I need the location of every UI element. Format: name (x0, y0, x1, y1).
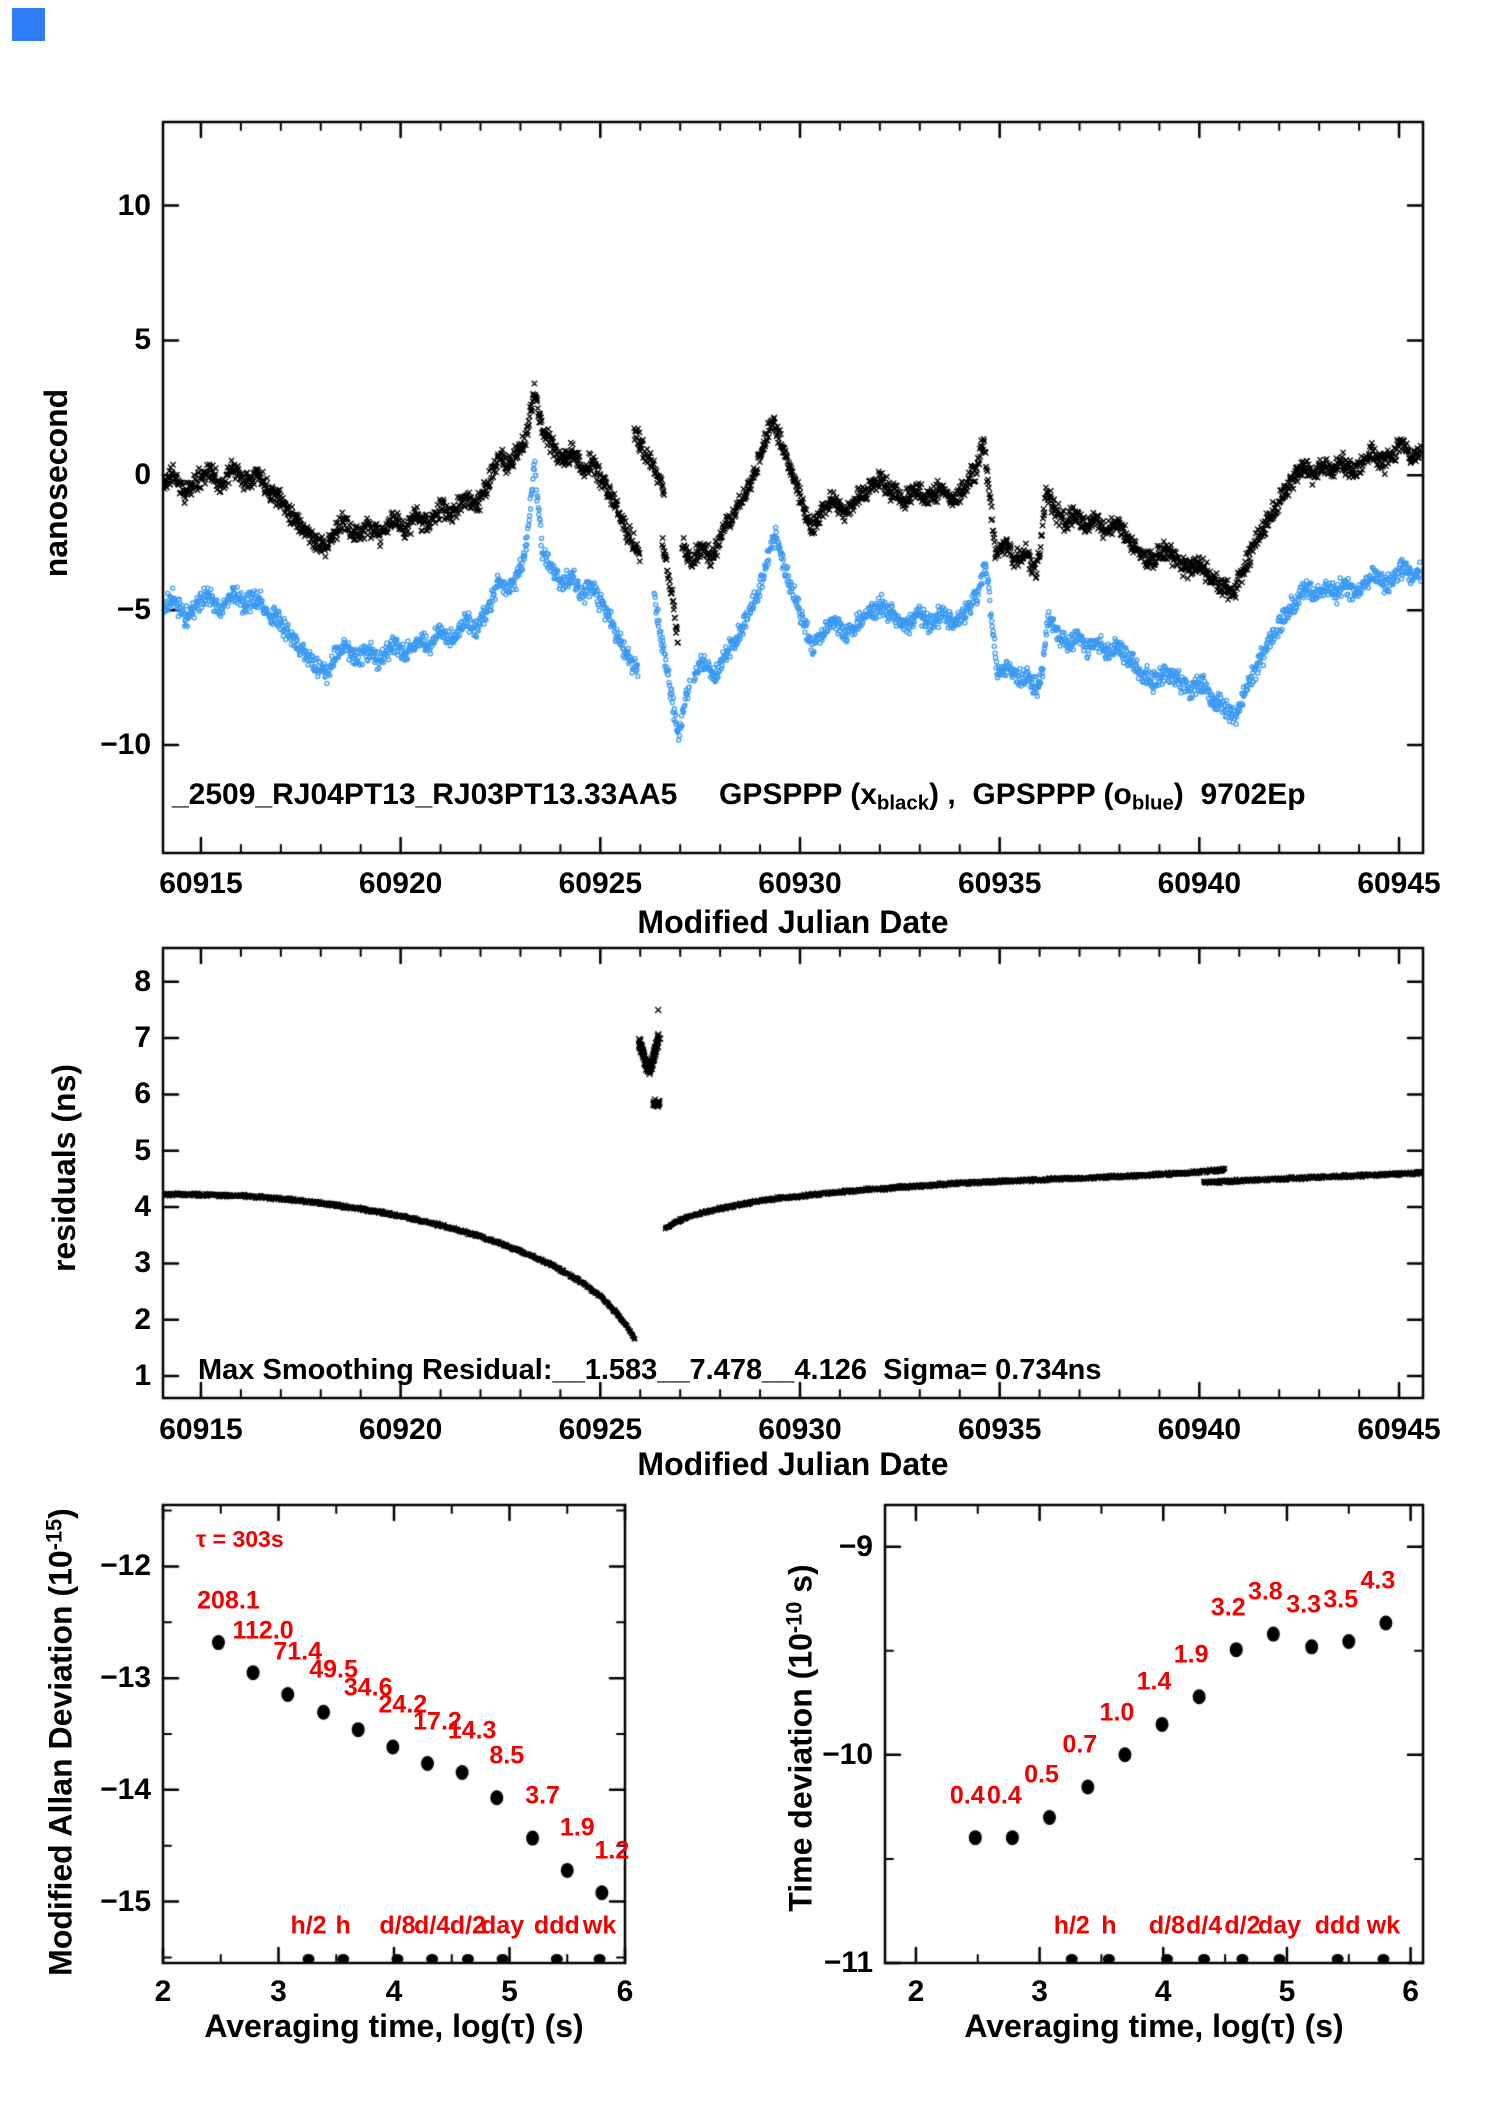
x-tick-label: 2 (154, 1975, 172, 2008)
y-tick-label: 1 (134, 1359, 151, 1393)
point-value-label: 71.4 (273, 1637, 323, 1666)
tau-mark-label: h/2 (1053, 1911, 1090, 1940)
point-value-label: 1.4 (1136, 1667, 1172, 1696)
point-value-label: 1.9 (559, 1813, 595, 1842)
x-tick-label: 4 (385, 1975, 403, 2008)
x-tick-label: 5 (1278, 1975, 1296, 2008)
x-tick-label: 5 (501, 1975, 518, 2008)
tau-note: τ = 303s (196, 1526, 284, 1552)
y-tick-label: −13 (100, 1661, 151, 1695)
y-tick-label: 7 (134, 1021, 151, 1055)
point-value-label: 4.3 (1360, 1566, 1396, 1595)
x-tick-label: 60945 (1357, 1413, 1441, 1446)
y-tick-label: 5 (134, 1133, 151, 1167)
point-value-label: 8.5 (489, 1741, 525, 1770)
y-tick-label: 2 (134, 1302, 151, 1336)
tau-mark-label: ddd (533, 1911, 580, 1940)
x-tick-label: 60930 (758, 867, 842, 900)
x-tick-label: 3 (1031, 1975, 1048, 2008)
top-chart-x-axis-label: Modified Julian Date (637, 904, 949, 940)
tau-mark-label: d/8 (1148, 1911, 1186, 1940)
y-tick-label: 10 (117, 188, 151, 222)
x-tick-label: 60925 (558, 1413, 643, 1446)
tdev-chart-y-axis-label: Time deviation (10-10 s) (781, 1564, 819, 1912)
x-tick-label: 3 (270, 1975, 287, 2008)
point-value-label: 0.7 (1062, 1730, 1098, 1759)
x-tick-label: 4 (1154, 1975, 1172, 2008)
x-tick-label: 2 (907, 1975, 925, 2008)
x-tick-label: 60920 (358, 1413, 443, 1446)
y-tick-label: 5 (134, 323, 151, 357)
y-tick-label: −11 (823, 1946, 873, 1979)
point-value-label: 3.5 (1323, 1585, 1359, 1614)
y-tick-label: −10 (822, 1737, 873, 1771)
point-value-label: 0.5 (1024, 1760, 1059, 1789)
point-value-label: 1.9 (1173, 1640, 1209, 1669)
x-tick-label: 60940 (1157, 867, 1242, 900)
tau-mark-label: h/2 (290, 1911, 327, 1940)
tau-mark-label: d/2 (1224, 1911, 1261, 1940)
tau-mark-label: d/4 (1186, 1911, 1223, 1940)
point-value-label: 0.4 (949, 1781, 985, 1810)
point-value-label: 0.4 (986, 1781, 1022, 1810)
x-tick-label: 60925 (558, 867, 643, 900)
point-value-label: 3.8 (1247, 1577, 1283, 1606)
y-tick-label: −9 (838, 1529, 873, 1563)
point-value-label: 3.2 (1210, 1593, 1246, 1622)
point-value-label: 34.6 (343, 1673, 393, 1702)
x-tick-label: 60930 (758, 1413, 842, 1446)
residuals-annotation: Max Smoothing Residual:__1.583__7.478__4… (198, 1354, 1102, 1386)
y-tick-label: −14 (100, 1772, 151, 1806)
middle-chart-x-axis-label: Modified Julian Date (637, 1446, 949, 1482)
y-tick-label: −15 (100, 1884, 151, 1918)
point-value-label: 14.3 (447, 1716, 497, 1744)
mdev-chart-x-axis-label: Averaging time, log(τ) (s) (204, 2008, 584, 2044)
point-value-label: 17.2 (413, 1707, 462, 1736)
x-tick-label: 60945 (1357, 867, 1441, 900)
point-value-label: 49.5 (309, 1655, 358, 1684)
x-tick-label: 6 (1402, 1975, 1419, 2008)
x-tick-label: 60915 (159, 867, 243, 900)
x-tick-label: 6 (616, 1975, 634, 2008)
tdev-chart-x-axis-label: Averaging time, log(τ) (s) (964, 2008, 1344, 2044)
point-value-label: 1.2 (594, 1836, 630, 1865)
x-tick-label: 60940 (1157, 1413, 1242, 1446)
point-value-label: 208.1 (197, 1586, 260, 1615)
tau-mark-label: day (481, 1911, 525, 1940)
point-value-label: 3.7 (525, 1781, 560, 1810)
point-value-label: 1.0 (1099, 1698, 1135, 1727)
y-tick-label: −12 (100, 1549, 151, 1583)
tau-mark-label: wk (582, 1911, 617, 1940)
tau-mark-label: d/4 (414, 1911, 451, 1940)
point-value-label: 112.0 (232, 1616, 294, 1645)
top-chart-series-caption: _2509_RJ04PT13_RJ03PT13.33AA5 GPSPPP (xb… (172, 778, 1306, 815)
x-tick-label: 60920 (358, 867, 443, 900)
y-tick-label: 6 (134, 1077, 151, 1111)
tau-mark-label: wk (1366, 1911, 1401, 1940)
y-tick-label: 0 (134, 458, 151, 492)
x-tick-label: 60935 (957, 867, 1042, 900)
y-tick-label: −10 (100, 728, 151, 762)
top-chart-y-axis-label: nanosecond (38, 388, 74, 578)
y-tick-label: −5 (116, 593, 151, 627)
middle-chart-y-axis-label: residuals (ns) (46, 1063, 82, 1273)
x-tick-label: 60935 (957, 1413, 1042, 1446)
point-value-label: 3.3 (1286, 1590, 1322, 1619)
y-tick-label: 8 (134, 964, 151, 998)
mdev-chart-y-axis-label: Modified Allan Deviation (10-15) (41, 1508, 79, 1976)
tau-mark-label: d/8 (379, 1911, 416, 1940)
tau-mark-label: ddd (1314, 1911, 1361, 1940)
tau-mark-label: h (1101, 1911, 1117, 1940)
point-value-label: 24.2 (378, 1690, 428, 1719)
x-tick-label: 60915 (159, 1413, 243, 1446)
y-tick-label: 3 (134, 1246, 151, 1280)
tau-mark-label: d/2 (449, 1911, 486, 1940)
y-tick-label: 4 (134, 1190, 151, 1224)
tau-mark-label: day (1257, 1911, 1302, 1940)
tau-mark-label: h (335, 1911, 351, 1940)
